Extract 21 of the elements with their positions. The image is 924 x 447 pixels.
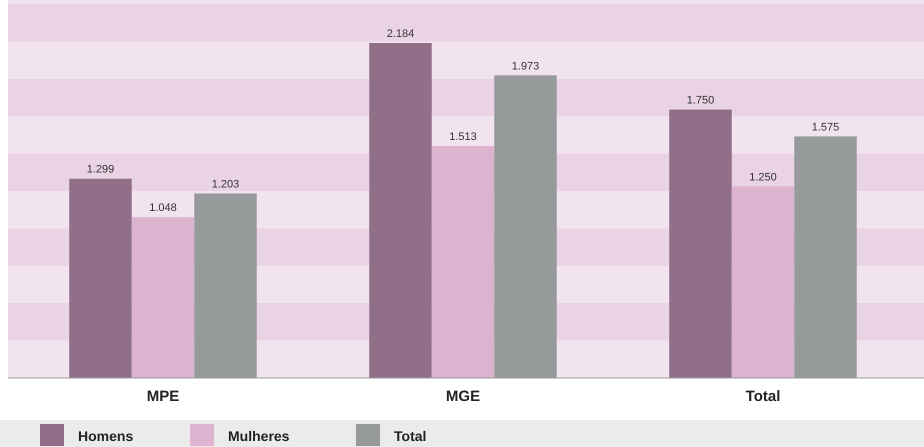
data-label: 1.575 — [812, 121, 840, 134]
bar — [132, 217, 194, 378]
data-label: 2.184 — [386, 28, 414, 40]
data-label: 1.203 — [212, 178, 240, 190]
data-label: 1.250 — [749, 171, 777, 184]
bar — [69, 178, 132, 378]
data-label: 1.513 — [449, 130, 477, 143]
data-label: 1.750 — [686, 94, 714, 107]
legend-label: Total — [394, 428, 426, 444]
x-tick-label: Total — [746, 388, 780, 405]
bar — [369, 43, 432, 378]
bar — [732, 186, 794, 378]
bar — [669, 110, 732, 378]
data-label: 1.973 — [512, 60, 540, 72]
x-tick-label: MPE — [146, 388, 180, 405]
legend-label: Homens — [78, 428, 134, 444]
data-label: 1.048 — [149, 202, 177, 214]
legend-label: Mulheres — [228, 428, 290, 444]
x-tick-label: MGE — [446, 388, 480, 405]
bar — [432, 146, 494, 378]
data-label: 1.299 — [86, 164, 114, 176]
